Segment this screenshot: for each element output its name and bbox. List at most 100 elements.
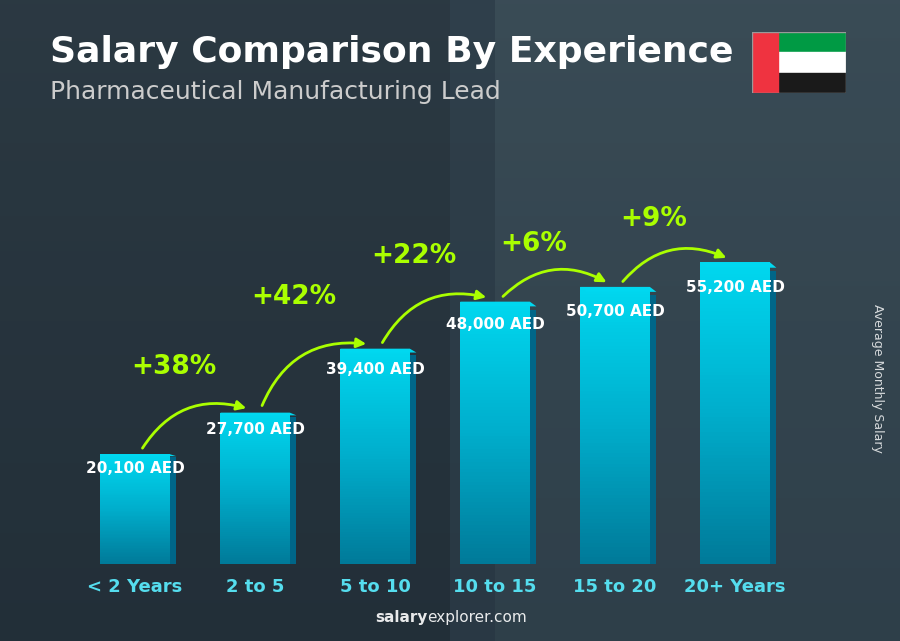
Bar (580, 335, 650, 339)
Bar (700, 285, 770, 288)
Bar (340, 467, 410, 470)
Bar (700, 278, 770, 281)
Bar (580, 394, 650, 398)
Bar (460, 512, 530, 515)
Bar (340, 378, 410, 381)
Bar (340, 529, 410, 532)
Bar (580, 297, 650, 301)
Bar (450, 0, 900, 641)
Bar (220, 420, 290, 422)
Bar (580, 460, 650, 463)
Bar (700, 364, 770, 368)
Bar (340, 416, 410, 419)
Bar (220, 447, 290, 449)
Bar (700, 530, 770, 534)
Bar (100, 503, 170, 504)
Bar (340, 381, 410, 384)
Bar (580, 404, 650, 408)
Bar (580, 453, 650, 456)
Bar (340, 475, 410, 478)
Bar (340, 545, 410, 548)
Bar (460, 499, 530, 502)
Bar (340, 470, 410, 472)
Bar (100, 516, 170, 517)
Bar (460, 367, 530, 370)
Bar (340, 413, 410, 416)
Bar (220, 492, 290, 494)
Bar (340, 508, 410, 510)
Bar (460, 429, 530, 433)
Bar (100, 467, 170, 468)
Text: salary: salary (375, 610, 428, 625)
Bar (100, 515, 170, 516)
Bar (460, 410, 530, 413)
Bar (100, 456, 170, 457)
Bar (460, 440, 530, 443)
Bar (340, 421, 410, 424)
Polygon shape (220, 413, 296, 415)
Bar (220, 532, 290, 534)
Bar (100, 551, 170, 552)
Bar (700, 296, 770, 300)
Bar (220, 463, 290, 465)
Bar (580, 467, 650, 470)
Bar (700, 270, 770, 274)
Bar (340, 349, 410, 351)
Bar (580, 512, 650, 515)
Bar (700, 368, 770, 372)
Bar (220, 530, 290, 532)
Bar (752, 72, 846, 93)
Text: 39,400 AED: 39,400 AED (326, 362, 425, 377)
Bar (580, 325, 650, 328)
Bar (700, 478, 770, 481)
Bar (752, 53, 846, 72)
Bar (460, 305, 530, 308)
Bar (700, 402, 770, 406)
Polygon shape (170, 458, 176, 564)
Bar (580, 360, 650, 363)
Bar (100, 464, 170, 465)
Bar (220, 553, 290, 554)
Bar (100, 495, 170, 497)
Bar (700, 451, 770, 454)
Bar (460, 482, 530, 485)
Bar (220, 443, 290, 445)
Bar (340, 451, 410, 454)
Bar (100, 506, 170, 508)
Bar (340, 459, 410, 462)
Bar (460, 443, 530, 446)
Bar (460, 400, 530, 403)
Bar (340, 524, 410, 526)
Bar (460, 521, 530, 525)
Bar (100, 487, 170, 488)
Text: +6%: +6% (500, 231, 567, 257)
Bar (100, 537, 170, 538)
Bar (220, 437, 290, 439)
Bar (220, 417, 290, 419)
Bar (580, 443, 650, 446)
Bar (340, 454, 410, 456)
Bar (752, 32, 778, 93)
Bar (460, 344, 530, 347)
Bar (220, 422, 290, 424)
Bar (700, 485, 770, 488)
Bar (340, 384, 410, 387)
Bar (220, 481, 290, 483)
Bar (100, 523, 170, 524)
Bar (100, 547, 170, 549)
Bar (460, 495, 530, 499)
Bar (700, 322, 770, 326)
Bar (700, 353, 770, 356)
Bar (220, 515, 290, 517)
Bar (220, 490, 290, 492)
Bar (580, 488, 650, 491)
Bar (220, 453, 290, 454)
Bar (220, 454, 290, 456)
Bar (220, 551, 290, 553)
Bar (460, 361, 530, 364)
Bar (580, 505, 650, 509)
Bar (580, 498, 650, 502)
Text: +42%: +42% (251, 285, 336, 310)
Bar (460, 449, 530, 453)
Bar (700, 512, 770, 515)
